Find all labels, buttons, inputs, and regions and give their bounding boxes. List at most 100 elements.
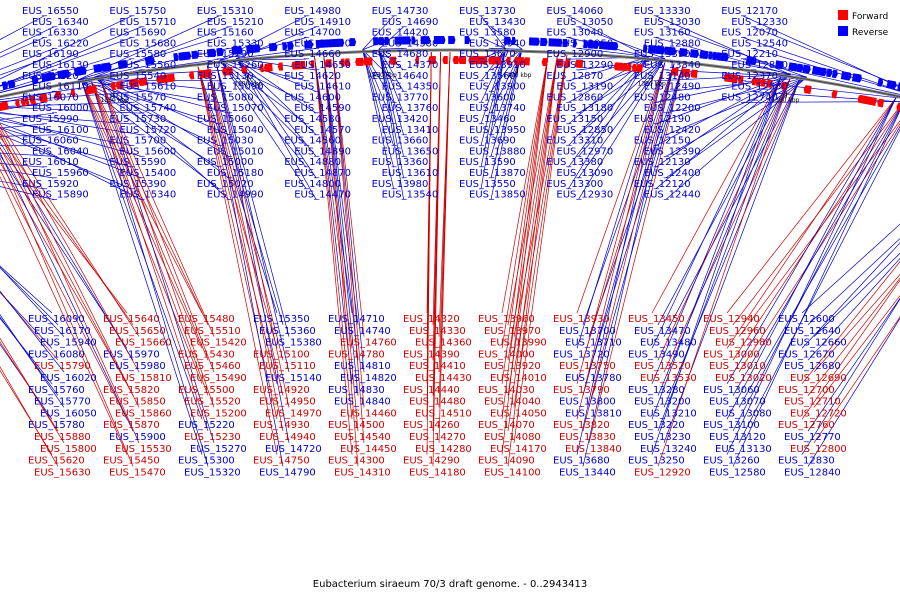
gene-label: EUS_15780 bbox=[28, 420, 85, 431]
gene-label: EUS_13920 bbox=[484, 361, 541, 372]
gene-label: EUS_16060 bbox=[22, 136, 79, 147]
gene-label: EUS_13600 bbox=[459, 92, 516, 103]
gene-label: EUS_15690 bbox=[109, 28, 166, 39]
gene-label: EUS_13660 bbox=[372, 136, 429, 147]
leader-line bbox=[801, 223, 900, 314]
legend-swatch-reverse bbox=[838, 26, 848, 36]
gene-label: EUS_14420 bbox=[372, 28, 429, 39]
scale-tick-label: 1550 kbp bbox=[101, 97, 129, 104]
forward-gene bbox=[468, 56, 475, 65]
gene-label: EUS_15980 bbox=[109, 361, 166, 372]
gene-label: EUS_15860 bbox=[115, 408, 172, 419]
gene-label: EUS_13730 bbox=[459, 6, 516, 17]
leader-line bbox=[501, 54, 549, 384]
leader-line bbox=[432, 52, 441, 467]
leader-line bbox=[0, 91, 142, 102]
forward-gene bbox=[751, 77, 757, 86]
leader-line bbox=[0, 146, 134, 396]
leader-line bbox=[206, 65, 284, 467]
leader-line bbox=[0, 369, 53, 455]
gene-label: EUS_12980 bbox=[715, 338, 772, 349]
gene-label: EUS_15310 bbox=[197, 6, 254, 17]
reverse-gene bbox=[826, 68, 833, 78]
leader-line bbox=[100, 79, 215, 443]
reverse-gene bbox=[182, 51, 192, 61]
gene-label: EUS_16020 bbox=[40, 373, 97, 384]
gene-label: EUS_13980 bbox=[372, 179, 429, 190]
gene-label: EUS_15090 bbox=[207, 82, 264, 93]
reverse-gene bbox=[304, 40, 313, 49]
leader-line bbox=[738, 125, 900, 408]
reverse-gene bbox=[796, 63, 804, 73]
legend-label-reverse: Reverse bbox=[852, 28, 889, 38]
leader-line bbox=[578, 58, 666, 136]
leader-line bbox=[651, 77, 782, 455]
leader-line bbox=[0, 337, 65, 443]
reverse-gene bbox=[660, 46, 666, 55]
gene-label: EUS_13870 bbox=[469, 168, 526, 179]
gene-label: EUS_15100 bbox=[253, 349, 310, 360]
forward-gene bbox=[896, 102, 900, 112]
gene-label: EUS_12490 bbox=[644, 82, 701, 93]
reverse-gene bbox=[562, 38, 569, 48]
gene-label: EUS_14370 bbox=[382, 60, 439, 71]
gene-label: EUS_13650 bbox=[382, 146, 439, 157]
gene-label: EUS_14640 bbox=[372, 71, 429, 82]
reverse-gene bbox=[689, 49, 699, 58]
gene-label: EUS_13940 bbox=[469, 38, 526, 49]
gene-label: EUS_12390 bbox=[644, 146, 701, 157]
gene-label: EUS_15820 bbox=[103, 385, 160, 396]
forward-gene bbox=[458, 56, 466, 65]
forward-gene bbox=[671, 67, 679, 76]
gene-label: EUS_15800 bbox=[40, 444, 97, 455]
gene-label: EUS_15510 bbox=[184, 326, 241, 337]
forward-gene bbox=[389, 56, 397, 65]
gene-label: EUS_14360 bbox=[415, 338, 472, 349]
reverse-gene bbox=[104, 62, 112, 72]
gene-label: EUS_14320 bbox=[403, 314, 460, 325]
gene-label: EUS_13310 bbox=[546, 136, 603, 147]
gene-label: EUS_13230 bbox=[634, 432, 691, 443]
leader-line bbox=[323, 55, 359, 325]
gene-label: EUS_14590 bbox=[294, 103, 351, 114]
forward-gene bbox=[732, 74, 739, 84]
genome-caption: Eubacterium siraeum 70/3 draft genome. -… bbox=[313, 579, 587, 590]
leader-line bbox=[378, 49, 404, 200]
gene-label: EUS_14570 bbox=[294, 125, 351, 136]
reverse-gene bbox=[46, 71, 56, 82]
gene-label: EUS_13250 bbox=[628, 456, 685, 467]
gene-label: EUS_13150 bbox=[546, 114, 603, 125]
forward-gene bbox=[169, 73, 176, 82]
gene-label: EUS_14070 bbox=[478, 420, 535, 431]
gene-label: EUS_14830 bbox=[328, 385, 385, 396]
gene-label: EUS_14780 bbox=[328, 349, 385, 360]
leader-line bbox=[568, 15, 649, 58]
gene-label: EUS_13820 bbox=[553, 420, 610, 431]
gene-label: EUS_15140 bbox=[265, 373, 322, 384]
gene-label: EUS_13260 bbox=[703, 456, 760, 467]
forward-gene bbox=[541, 57, 548, 67]
gene-label: EUS_13380 bbox=[546, 157, 603, 168]
forward-gene bbox=[133, 78, 139, 87]
leader-line bbox=[807, 238, 900, 326]
leader-line bbox=[0, 129, 140, 408]
leader-line bbox=[726, 97, 897, 420]
leader-line bbox=[362, 49, 394, 82]
leader-line bbox=[94, 76, 230, 200]
forward-gene bbox=[110, 81, 116, 91]
gene-label: EUS_13030 bbox=[644, 17, 701, 28]
leader-line bbox=[378, 49, 404, 179]
forward-gene bbox=[15, 99, 21, 108]
reverse-gene bbox=[540, 37, 548, 47]
leader-line bbox=[732, 106, 900, 361]
leader-line bbox=[235, 58, 317, 200]
leader-line bbox=[323, 55, 359, 396]
gene-label: EUS_15350 bbox=[253, 314, 310, 325]
reverse-gene bbox=[750, 56, 757, 66]
gene-label: EUS_13070 bbox=[709, 397, 766, 408]
reverse-gene bbox=[236, 45, 243, 55]
gene-label: EUS_12860 bbox=[546, 92, 603, 103]
gene-label: EUS_15070 bbox=[207, 103, 264, 114]
gene-label: EUS_15660 bbox=[115, 338, 172, 349]
gene-label: EUS_13910 bbox=[469, 60, 526, 71]
